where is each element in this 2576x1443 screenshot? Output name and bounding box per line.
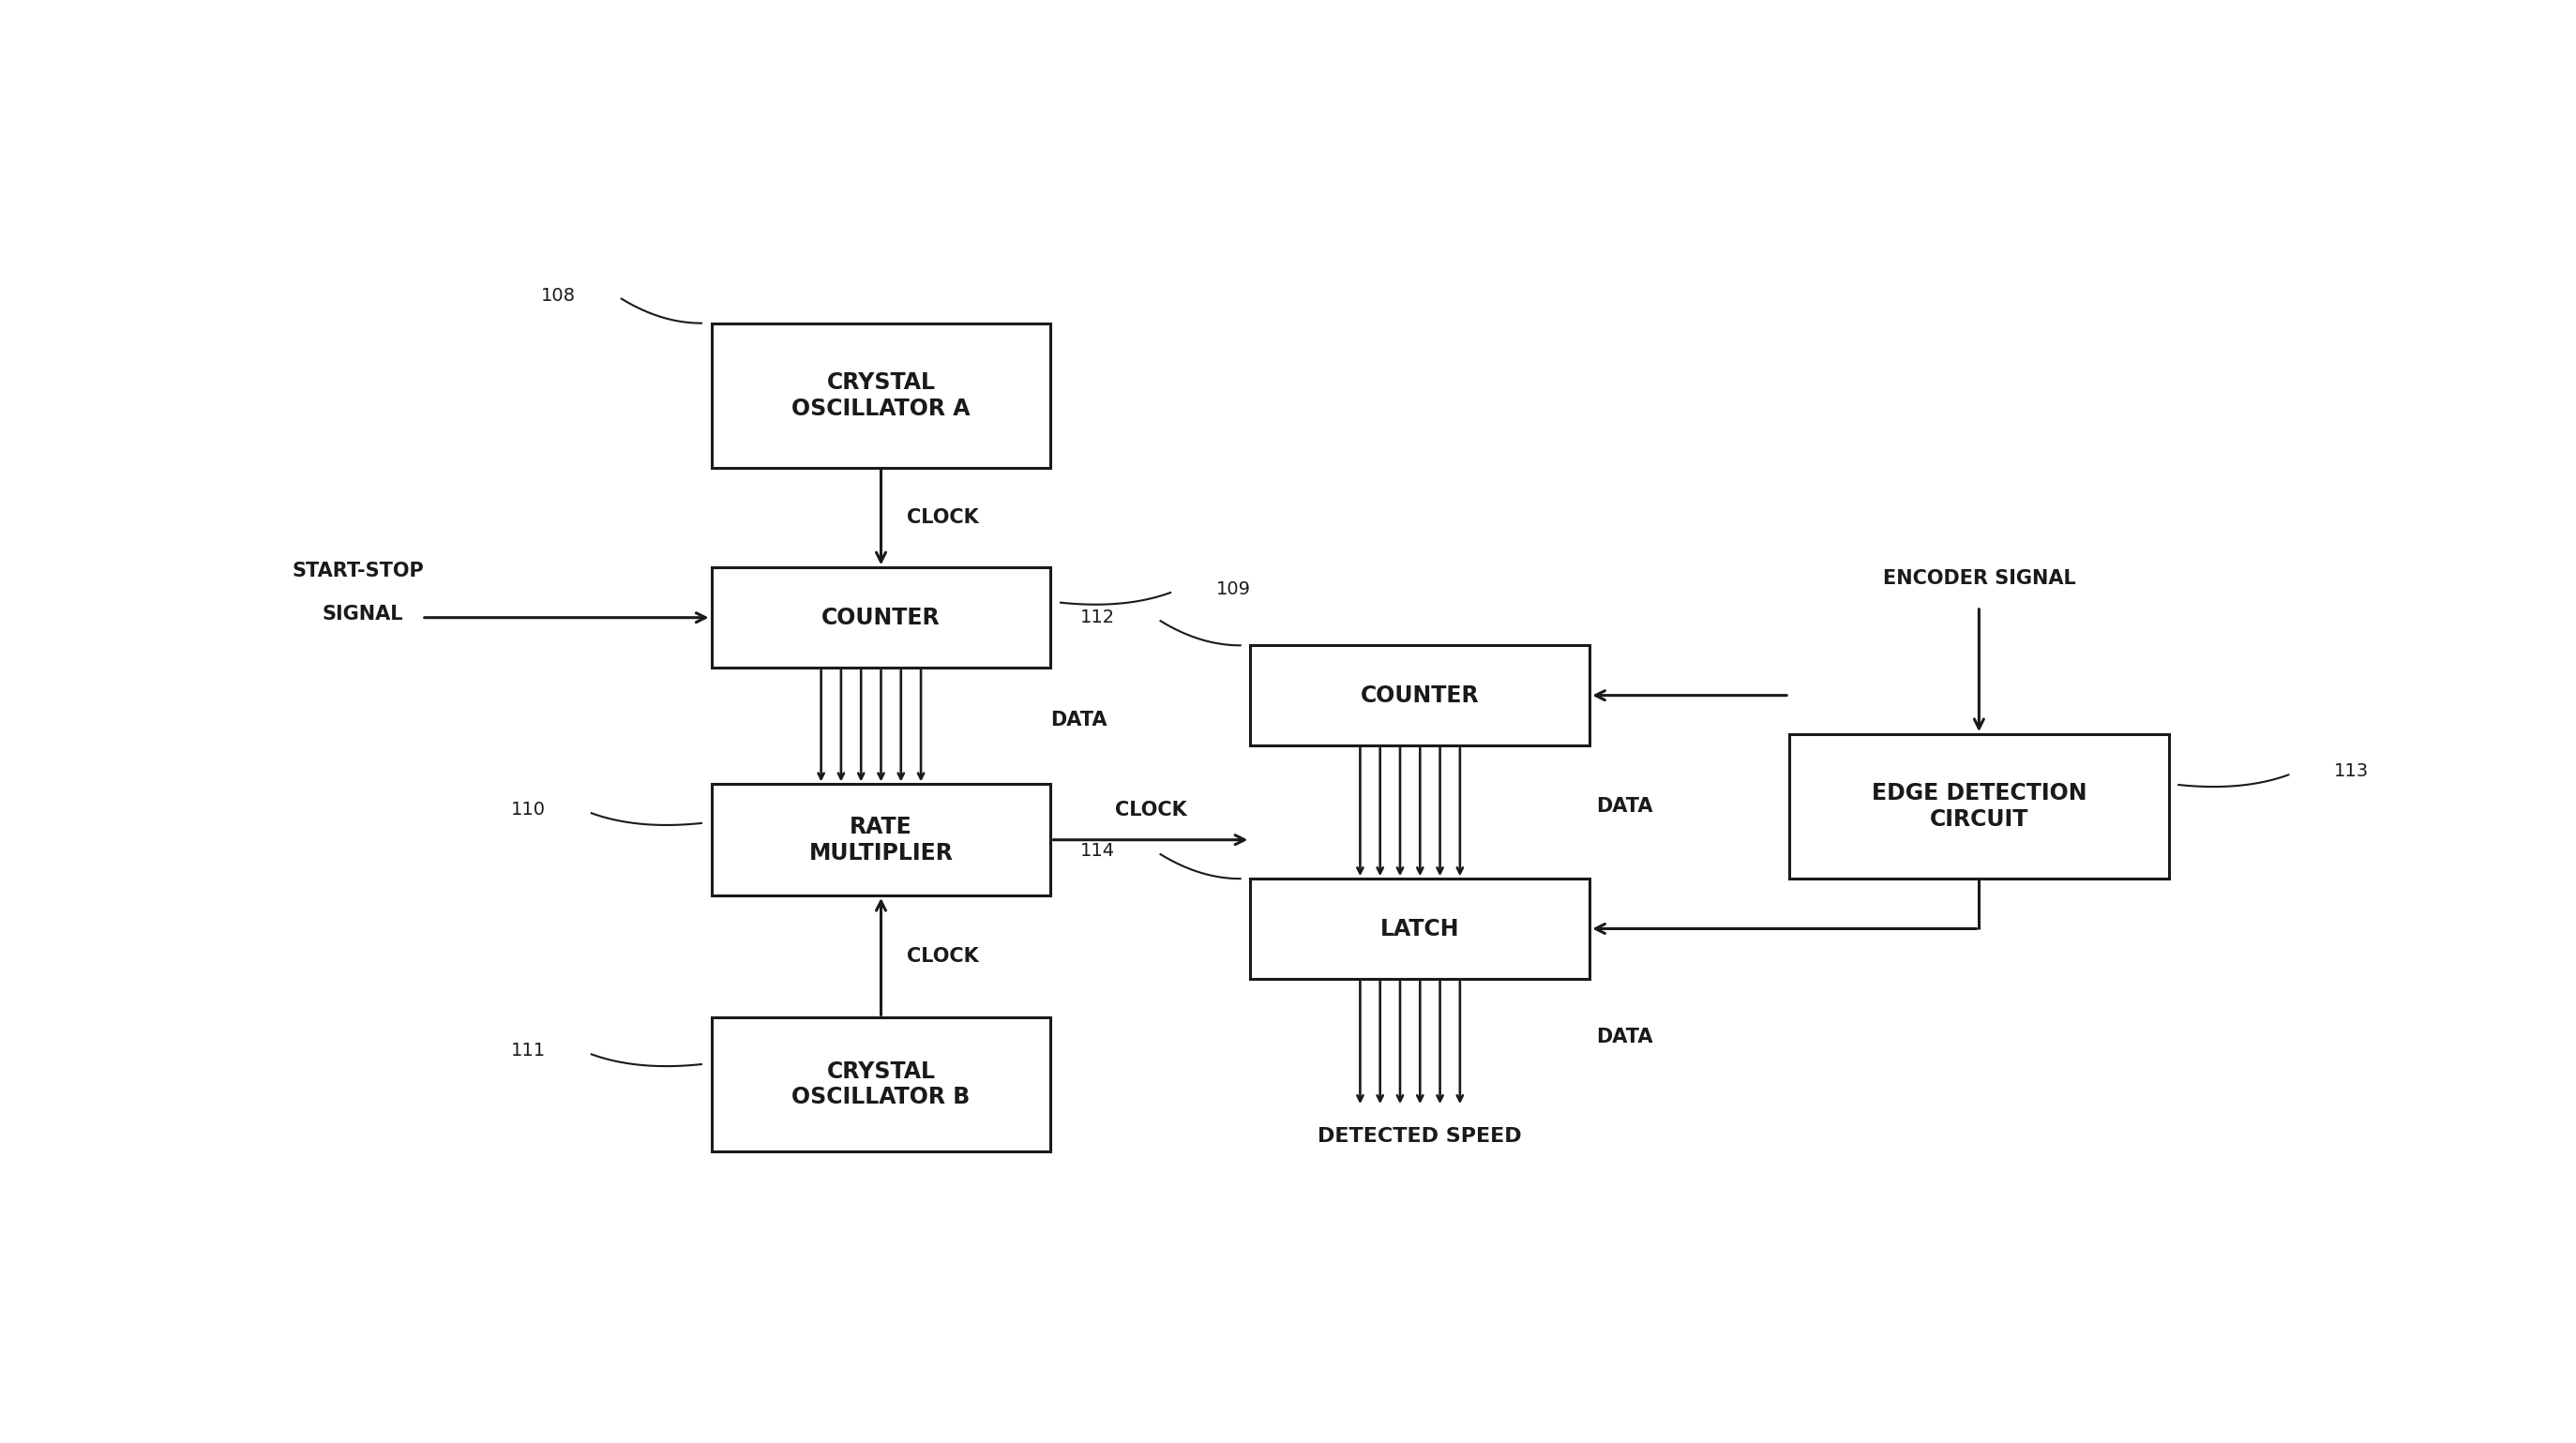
Bar [711,567,1051,668]
Text: 114: 114 [1079,843,1115,860]
Bar [711,1017,1051,1152]
Text: 108: 108 [541,287,574,304]
Text: CRYSTAL
OSCILLATOR A: CRYSTAL OSCILLATOR A [791,371,971,420]
Text: CRYSTAL
OSCILLATOR B: CRYSTAL OSCILLATOR B [791,1061,971,1108]
Text: CLOCK: CLOCK [907,947,979,965]
Text: EDGE DETECTION
CIRCUIT: EDGE DETECTION CIRCUIT [1870,782,2087,831]
Text: 113: 113 [2334,762,2370,781]
Bar [1249,879,1589,978]
Bar [1790,734,2169,879]
Text: DATA: DATA [1051,711,1108,730]
Text: COUNTER: COUNTER [822,606,940,629]
Text: 111: 111 [510,1042,546,1059]
Text: START-STOP: START-STOP [291,561,425,580]
Text: ENCODER SIGNAL: ENCODER SIGNAL [1883,570,2076,587]
Text: SIGNAL: SIGNAL [322,605,402,623]
Text: COUNTER: COUNTER [1360,684,1479,707]
Bar [1249,645,1589,746]
Bar [711,323,1051,468]
Text: RATE
MULTIPLIER: RATE MULTIPLIER [809,815,953,864]
Text: DETECTED SPEED: DETECTED SPEED [1319,1127,1522,1146]
Text: CLOCK: CLOCK [1115,801,1188,820]
Text: DATA: DATA [1595,1027,1651,1046]
Text: CLOCK: CLOCK [907,508,979,527]
Text: 109: 109 [1216,580,1252,599]
Bar [711,785,1051,895]
Text: LATCH: LATCH [1381,918,1461,939]
Text: 112: 112 [1079,609,1115,626]
Text: 110: 110 [510,801,546,818]
Text: DATA: DATA [1595,797,1651,815]
